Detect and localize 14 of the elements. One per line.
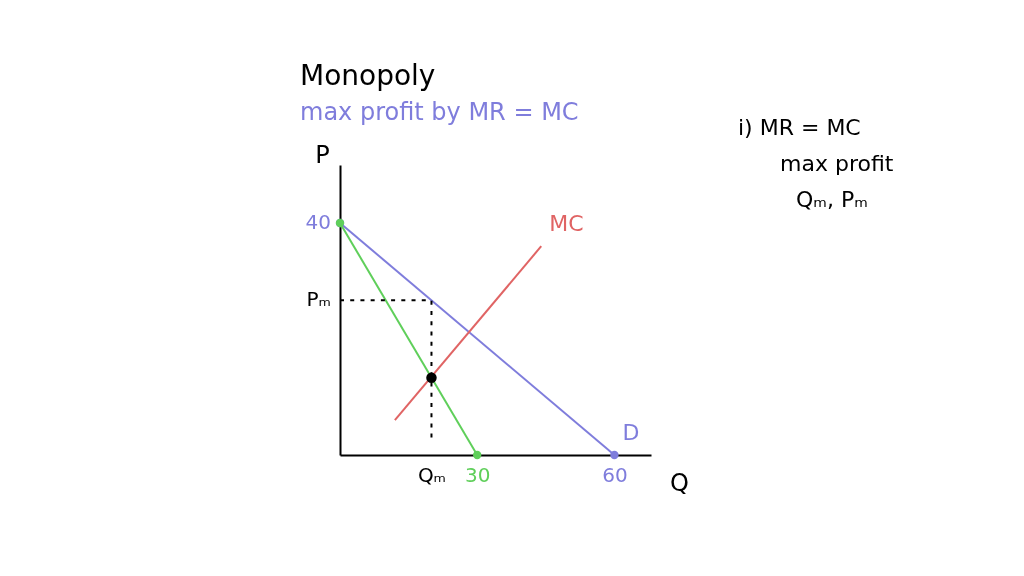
series-label: D: [622, 420, 640, 445]
x-axis-title: Q: [670, 468, 689, 497]
annotation: 40: [305, 210, 331, 234]
annotation: Pₘ: [306, 287, 331, 312]
text: i) MR = MC: [738, 115, 861, 140]
x-tick-label: Qₘ: [417, 462, 447, 487]
chart-title: Monopoly: [300, 59, 436, 92]
x-tick-label: 60: [602, 462, 628, 487]
text: Qₘ, Pₘ: [796, 187, 868, 212]
y-axis-title: P: [315, 140, 330, 169]
chart-subtitle: max profit by MR = MC: [300, 98, 579, 126]
text: max profit: [780, 151, 894, 176]
series-label: MC: [549, 211, 584, 237]
x-tick-label: 30: [464, 462, 491, 487]
